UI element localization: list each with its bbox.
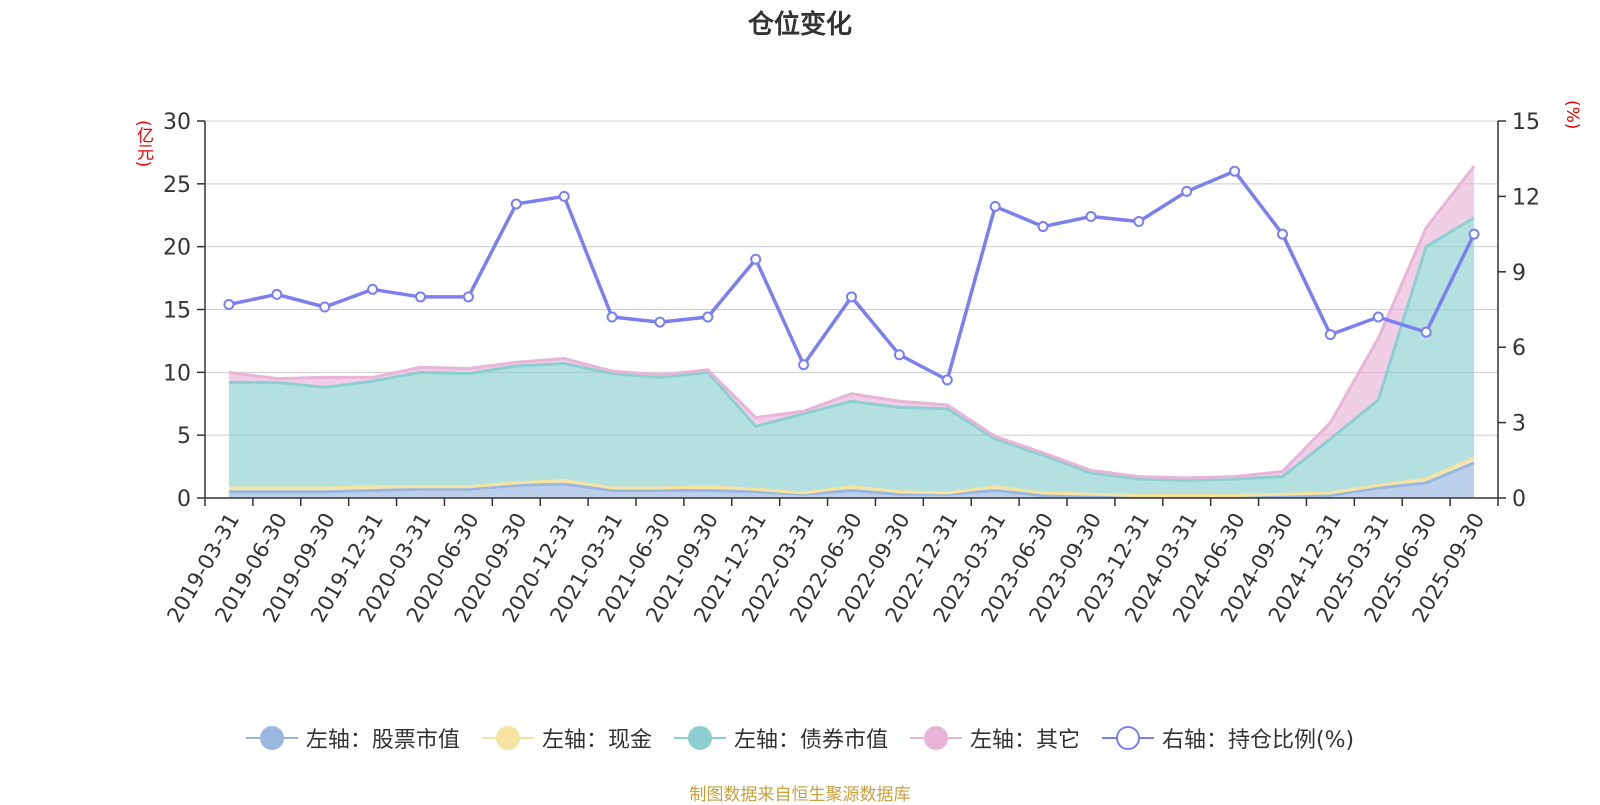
area-左轴：现金	[228, 457, 1475, 497]
left-axis-tick-label: 15	[163, 299, 191, 324]
legend-symbol	[1101, 723, 1154, 753]
ratio-line	[228, 169, 1476, 383]
legend-item[interactable]: 左轴：债券市值	[673, 722, 888, 754]
ratio-point	[989, 200, 1001, 212]
ratio-point	[223, 298, 235, 310]
legend-symbol	[481, 723, 534, 753]
right-axis-tick-label: 9	[1512, 261, 1526, 286]
legend-label: 左轴：股票市值	[305, 728, 460, 753]
ratio-point	[846, 291, 857, 303]
legend-label: 左轴：现金	[541, 728, 652, 753]
ratio-point	[1037, 221, 1049, 233]
ratio-point	[415, 291, 426, 303]
legend-label: 左轴：其它	[969, 728, 1080, 753]
left-axis-tick-label: 20	[163, 236, 191, 261]
ratio-point	[367, 283, 379, 295]
left-axis-tick-label: 5	[177, 424, 191, 449]
ratio-point	[1133, 216, 1145, 228]
left-axis-tick-label: 0	[177, 487, 191, 512]
right-axis-tick-label: 0	[1512, 487, 1526, 512]
ratio-point	[654, 316, 666, 328]
left-axis-tick-label: 30	[163, 110, 191, 135]
left-axis-unit: (亿元)	[133, 120, 153, 168]
left-axis-tick-label: 10	[163, 361, 191, 386]
ratio-point	[893, 349, 905, 361]
ratio-point	[1468, 228, 1480, 240]
ratio-point	[319, 301, 331, 313]
ratio-point	[1372, 311, 1384, 323]
left-axis-tick-label: 25	[163, 173, 191, 198]
ratio-point	[1229, 165, 1241, 177]
legend-item[interactable]: 右轴：持仓比例(%)	[1101, 722, 1355, 754]
right-axis-tick-label: 12	[1512, 185, 1540, 210]
ratio-point	[1420, 326, 1432, 338]
right-axis-tick-label: 15	[1512, 110, 1540, 135]
ratio-point	[702, 311, 714, 323]
ratio-point	[1277, 228, 1288, 240]
legend-symbol	[245, 723, 298, 753]
legend-item[interactable]: 左轴：股票市值	[245, 722, 460, 754]
chart-legend: 左轴：股票市值 左轴：现金 左轴：债券市值 左轴：其它 右轴：持仓比例(%)	[0, 722, 1600, 754]
right-axis-tick-label: 6	[1512, 336, 1526, 361]
legend-item[interactable]: 左轴：现金	[481, 722, 652, 754]
legend-label: 左轴：债券市值	[733, 728, 888, 753]
legend-item[interactable]: 左轴：其它	[909, 722, 1080, 754]
legend-symbol	[909, 723, 962, 753]
area-edge-左轴：股票市值	[228, 461, 1475, 499]
legend-symbol	[673, 723, 726, 753]
ratio-point	[750, 253, 762, 265]
area-左轴：债券市值	[228, 217, 1475, 496]
ratio-point	[1085, 211, 1097, 223]
right-axis-unit: (%)	[1562, 100, 1582, 130]
ratio-point	[606, 311, 618, 323]
ratio-point	[1181, 185, 1193, 197]
ratio-point	[941, 374, 953, 386]
ratio-point	[558, 190, 570, 202]
right-axis-tick-label: 3	[1512, 412, 1526, 437]
legend-label: 右轴：持仓比例(%)	[1161, 728, 1355, 753]
area-edge-左轴：债券市值	[228, 216, 1475, 482]
ratio-point	[271, 288, 283, 300]
area-edge-左轴：其它	[228, 165, 1476, 480]
ratio-point	[462, 291, 474, 303]
chart-title: 仓位变化	[747, 10, 852, 40]
area-edge-左轴：现金	[228, 456, 1475, 497]
ratio-point	[510, 198, 522, 210]
data-source-note: 制图数据来自恒生聚源数据库	[689, 785, 911, 805]
ratio-point	[1324, 329, 1336, 341]
ratio-point	[798, 359, 810, 371]
area-左轴：股票市值	[228, 462, 1475, 498]
